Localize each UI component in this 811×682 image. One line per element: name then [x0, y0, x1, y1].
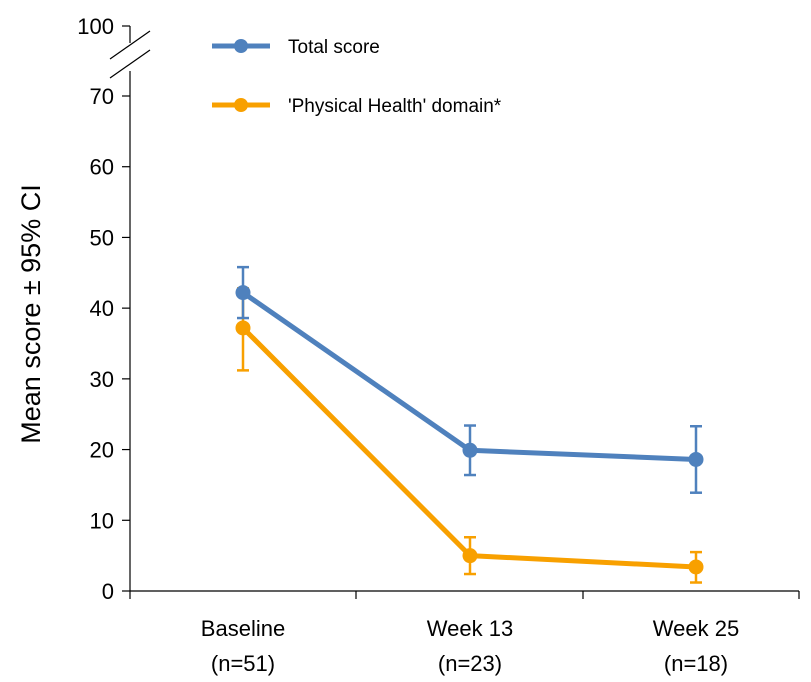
legend-label-total-score: Total score	[288, 37, 380, 58]
x-tick-sublabel-2: (n=18)	[664, 651, 728, 676]
data-point	[235, 285, 251, 301]
x-tick-label-2: Week 25	[653, 616, 739, 641]
legend: Total score 'Physical Health' domain*	[212, 37, 502, 117]
x-tick-sublabel-0: (n=51)	[211, 651, 275, 676]
y-tick-label-50: 50	[90, 225, 114, 250]
y-ticks: 0 10 20 30 40 50 60 70	[90, 84, 130, 604]
data-point	[235, 320, 251, 336]
series-1	[235, 287, 704, 584]
legend-marker-physical-health	[234, 98, 248, 112]
legend-marker-total-score	[234, 39, 248, 53]
y-tick-label-40: 40	[90, 296, 114, 321]
y-axis: 100	[77, 14, 151, 591]
y-tick-label-0: 0	[102, 579, 114, 604]
y-tick-label-70: 70	[90, 84, 114, 109]
legend-item-total-score: Total score	[212, 37, 380, 58]
y-axis-break-mark-upper	[109, 30, 151, 60]
x-tick-label-0: Baseline	[201, 616, 285, 641]
y-tick-label-60: 60	[90, 155, 114, 180]
data-point	[462, 442, 478, 458]
y-tick-label-30: 30	[90, 367, 114, 392]
plot-area	[235, 265, 704, 584]
x-ticks: Baseline (n=51) Week 13 (n=23) Week 25 (n=18)	[129, 591, 800, 676]
legend-item-physical-health: 'Physical Health' domain*	[212, 96, 502, 117]
data-point	[462, 548, 478, 564]
legend-label-physical-health: 'Physical Health' domain*	[288, 96, 502, 117]
x-tick-sublabel-1: (n=23)	[438, 651, 502, 676]
y-axis-title: Mean score ± 95% CI	[16, 184, 46, 443]
data-point	[688, 559, 704, 575]
y-axis-break-mark-lower	[109, 49, 151, 79]
y-tick-label-10: 10	[90, 508, 114, 533]
y-tick-label-20: 20	[90, 438, 114, 463]
y-tick-label-100: 100	[77, 14, 114, 39]
series-0	[235, 265, 704, 494]
data-point	[688, 451, 704, 467]
x-tick-label-1: Week 13	[427, 616, 513, 641]
